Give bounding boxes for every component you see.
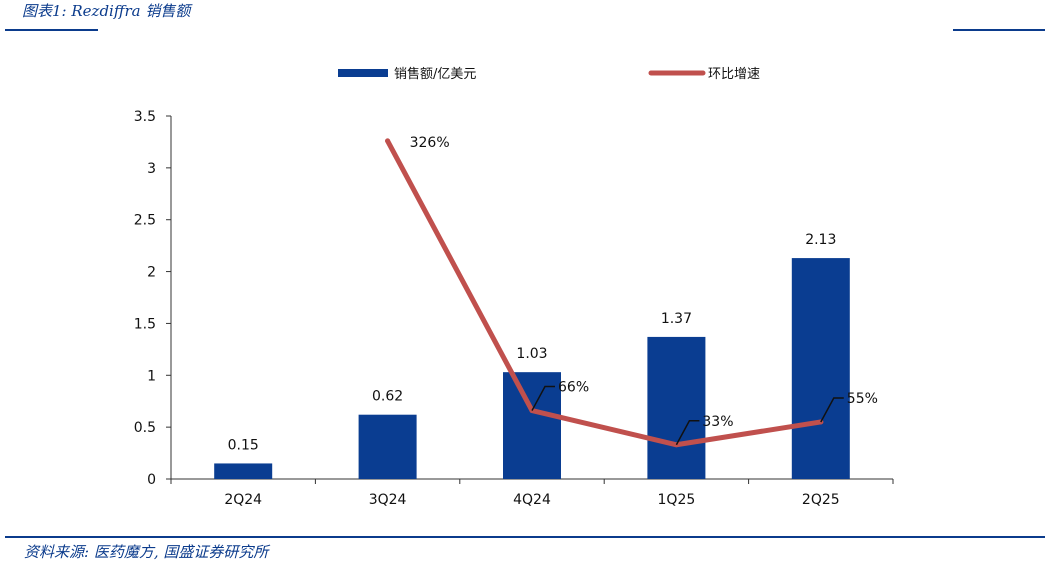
y-tick-label: 2 <box>147 265 156 281</box>
y-tick-label: 0 <box>147 472 156 488</box>
bar-value-label: 1.03 <box>516 346 547 362</box>
qoq-leader-line <box>675 420 700 446</box>
qoq-value-label: 33% <box>702 414 733 430</box>
x-tick-label: 2Q24 <box>224 492 262 508</box>
x-tick-label: 4Q24 <box>513 492 551 508</box>
bar-value-label: 0.62 <box>372 389 403 405</box>
bar-value-label: 1.37 <box>661 311 692 327</box>
qoq-leader-line <box>531 385 555 411</box>
x-tick-label: 2Q25 <box>802 492 840 508</box>
bar-2q25 <box>791 258 850 479</box>
x-tick-label: 3Q24 <box>369 492 407 508</box>
y-tick-label: 1.5 <box>134 316 156 332</box>
legend-label-qoq: 环比增速 <box>708 67 760 82</box>
qoq-value-label: 66% <box>558 380 589 396</box>
bar-1q25 <box>647 336 706 479</box>
legend-swatch-sales <box>338 69 388 77</box>
figure-source: 资料来源: 医药魔方, 国盛证券研究所 <box>24 543 269 561</box>
bar-value-label: 2.13 <box>805 232 836 248</box>
bar-3q24 <box>358 414 417 479</box>
qoq-leader-line <box>820 397 844 423</box>
qoq-point <box>385 138 391 144</box>
title-rule-right <box>953 29 1045 31</box>
qoq-value-label: 326% <box>410 135 450 151</box>
y-tick-label: 0.5 <box>134 420 156 436</box>
qoq-growth-line <box>385 138 824 448</box>
x-tick-label: 1Q25 <box>658 492 696 508</box>
legend-label-sales: 销售额/亿美元 <box>394 66 476 82</box>
y-tick-label: 3 <box>147 161 156 177</box>
source-rule <box>5 536 1045 538</box>
y-tick-label: 3.5 <box>134 109 156 125</box>
bar-4q24 <box>503 372 561 479</box>
qoq-value-label: 55% <box>847 391 878 407</box>
title-rule-left <box>5 29 98 31</box>
y-tick-label: 2.5 <box>134 213 156 229</box>
y-tick-label: 1 <box>147 368 156 384</box>
figure-title: 图表1: Rezdiffra 销售额 <box>22 2 191 20</box>
bar-2q24 <box>214 463 273 479</box>
bar-value-label: 0.15 <box>228 437 259 453</box>
